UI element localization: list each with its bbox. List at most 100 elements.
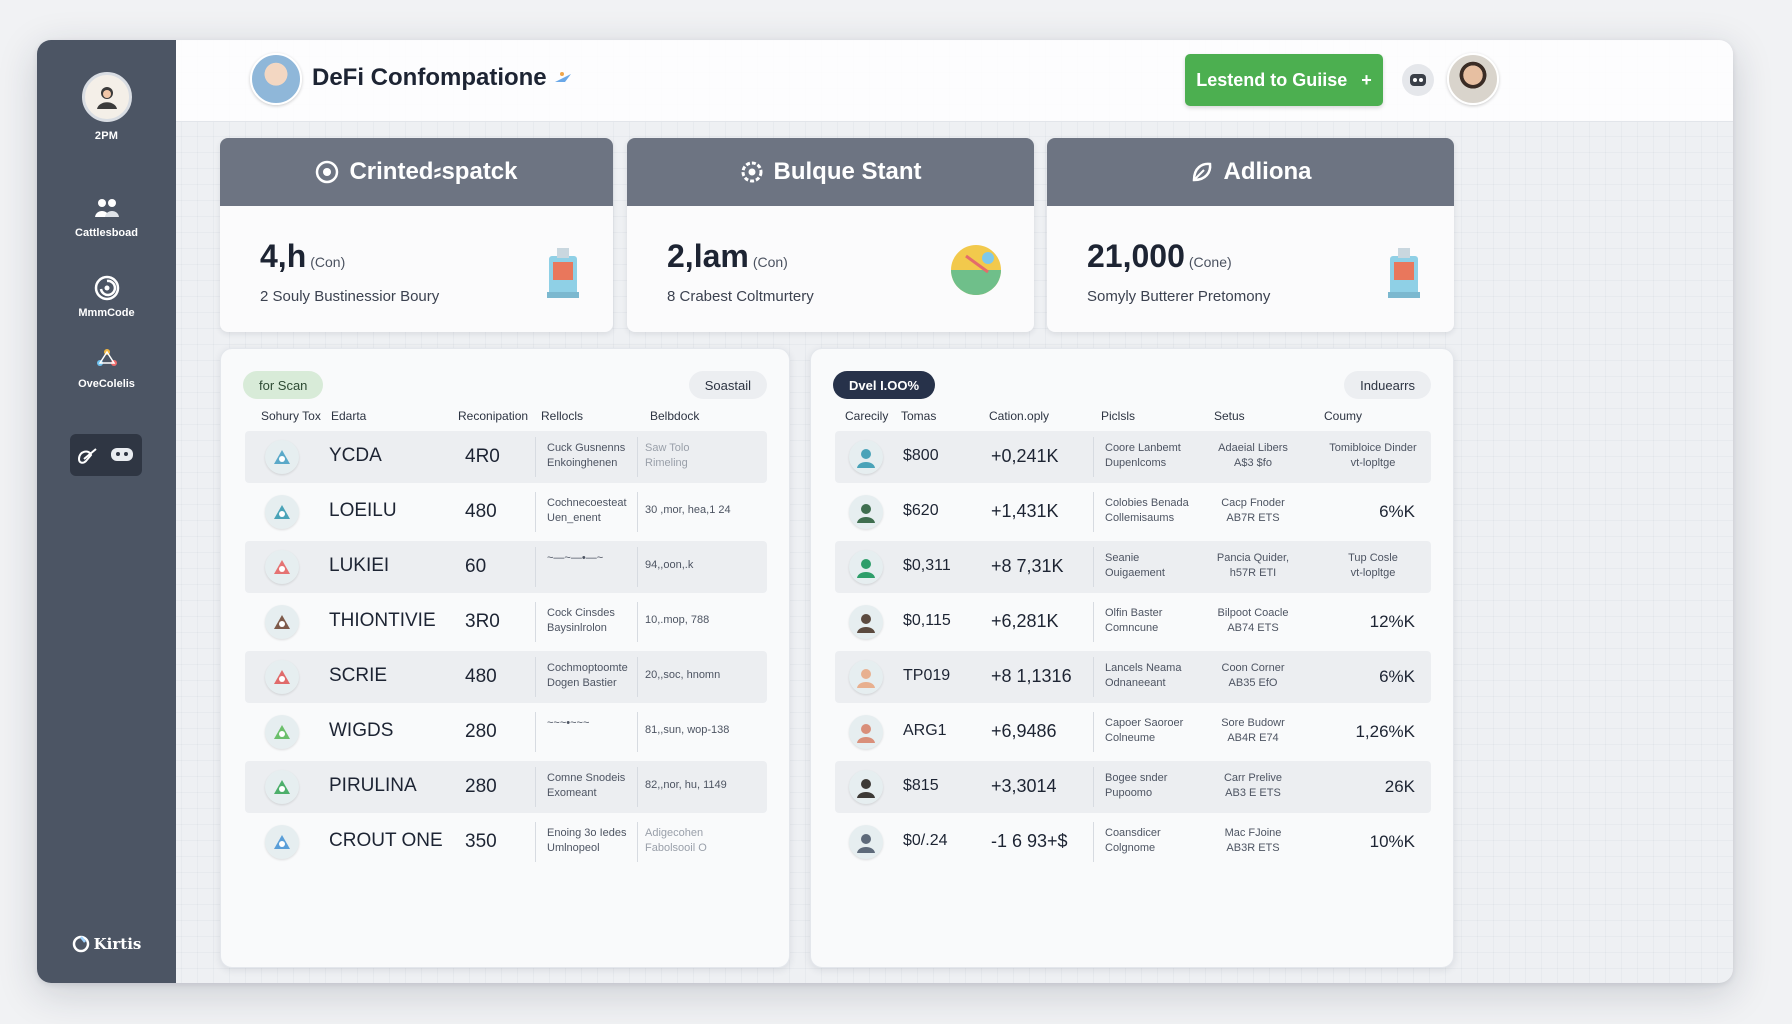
column-header[interactable]: Tomas bbox=[901, 409, 937, 423]
sidebar-item-ovecolelis[interactable]: OveColelis bbox=[37, 344, 176, 390]
status-line: Bilpoot Coacle bbox=[1217, 607, 1289, 619]
chat-icon bbox=[111, 448, 133, 461]
plus-icon: + bbox=[1361, 69, 1372, 90]
guide-button[interactable]: Lestend to Guiise + bbox=[1185, 54, 1383, 106]
token-name[interactable]: LOEILU bbox=[329, 500, 397, 521]
status-line: Pancia Quider, bbox=[1216, 552, 1290, 564]
desc-line: Dupenlcoms bbox=[1105, 457, 1167, 469]
column-divider bbox=[535, 657, 536, 697]
sidebar: 2PM Cattlesboad MmmCode OveColelis bbox=[37, 40, 176, 983]
price-change: +3,3014 bbox=[991, 776, 1057, 796]
token-detail: 94,,oon,.k bbox=[645, 558, 693, 573]
column-divider bbox=[535, 492, 536, 532]
table-row[interactable]: PIRULINA 280 Comne Snodeis Exomeant 82,,n… bbox=[245, 761, 767, 813]
table-row[interactable]: YCDA 4R0 Cuck Gusnenns Enkoinghenen Saw T… bbox=[245, 431, 767, 483]
panel-action-button[interactable]: Induearrs bbox=[1344, 371, 1431, 399]
desc-line: Comncune bbox=[1105, 622, 1159, 634]
column-divider bbox=[535, 822, 536, 862]
status-line: Coon Corner bbox=[1221, 662, 1285, 674]
user-avatar[interactable] bbox=[1447, 53, 1499, 105]
column-header[interactable]: Piclsls bbox=[1101, 409, 1136, 423]
app-window: 2PM Cattlesboad MmmCode OveColelis bbox=[37, 40, 1733, 983]
panel-action-button[interactable]: Soastail bbox=[688, 371, 767, 399]
sidebar-item-cattlesboad[interactable]: Cattlesboad bbox=[37, 193, 176, 239]
note-line: Umlnopeol bbox=[547, 842, 600, 854]
note-line: Baysinlrolon bbox=[547, 622, 607, 634]
table-row[interactable]: THIONTIVIE 3R0 Cock Cinsdes Baysinlrolon … bbox=[245, 596, 767, 648]
column-header[interactable]: Reconipation bbox=[458, 409, 529, 423]
desc-line: Capoer Saoroer bbox=[1105, 717, 1184, 729]
token-icon bbox=[265, 825, 299, 859]
token-name[interactable]: SCRIE bbox=[329, 665, 388, 686]
column-header[interactable]: Cation.oply bbox=[989, 409, 1050, 423]
token-name[interactable]: PIRULINA bbox=[329, 775, 417, 796]
price: ARG1 bbox=[903, 722, 947, 739]
table-row[interactable]: $0/.24 -1 6 93+$ Coansdicer Colgnome Mac … bbox=[835, 816, 1431, 868]
token-name[interactable]: WIGDS bbox=[329, 720, 394, 741]
metric-line: 6%K bbox=[1379, 502, 1415, 521]
stat-subtitle: 2 Souly Bustinessior Boury bbox=[260, 288, 440, 305]
column-header[interactable]: Coumy bbox=[1324, 409, 1363, 423]
filter-chip-active[interactable]: Dvel I.OO% bbox=[833, 371, 936, 399]
note-line: Enkoinghenen bbox=[547, 457, 618, 469]
desc-line: Collemisaums bbox=[1105, 512, 1175, 524]
table-row[interactable]: LOEILU 480 Cochnecoesteat Uen_enent 30 ,m… bbox=[245, 486, 767, 538]
table-row[interactable]: ARG1 +6,9486 Capoer Saoroer Colneume Sore… bbox=[835, 706, 1431, 758]
row-status: Carr Prelive AB3 E ETS bbox=[1193, 771, 1313, 801]
table-row[interactable]: $800 +0,241K Coore Lanbemt Dupenlcoms Ada… bbox=[835, 431, 1431, 483]
user-avatar-icon bbox=[849, 825, 883, 859]
sidebar-brand[interactable]: Kirtis bbox=[37, 935, 176, 953]
token-name[interactable]: THIONTIVIE bbox=[329, 610, 436, 631]
column-header[interactable]: Rellocls bbox=[541, 409, 584, 423]
table-row[interactable]: $0,311 +8 7,31K Seanie Ouigaement Pancia … bbox=[835, 541, 1431, 593]
network-icon bbox=[92, 344, 122, 374]
token-value: 4R0 bbox=[465, 446, 500, 467]
table-row[interactable]: CROUT ONE 350 Enoing 3o Iedes Umlnopeol A… bbox=[245, 816, 767, 868]
table-row[interactable]: $815 +3,3014 Bogee snder Pupoomo Carr Pre… bbox=[835, 761, 1431, 813]
row-status: Coon Corner AB35 EfO bbox=[1193, 661, 1313, 691]
table-row[interactable]: LUKIEI 60 ~—~—•—~ 94,,oon,.k bbox=[245, 541, 767, 593]
token-notes: Cuck Gusnenns Enkoinghenen bbox=[547, 441, 625, 471]
detail-line: 94,,oon,.k bbox=[645, 559, 694, 571]
bot-icon bbox=[1410, 74, 1426, 86]
column-header[interactable]: Sohury Tox bbox=[261, 409, 321, 423]
column-divider bbox=[637, 492, 638, 532]
profile-avatar[interactable] bbox=[81, 72, 132, 122]
sidebar-item-active[interactable] bbox=[70, 434, 142, 476]
table-row[interactable]: TP019 +8 1,1316 Lancels Neama Odnaneeant … bbox=[835, 651, 1431, 703]
price-change: -1 6 93+$ bbox=[991, 831, 1068, 851]
globe-icon bbox=[951, 245, 1001, 295]
sidebar-profile[interactable]: 2PM bbox=[37, 72, 176, 142]
stat-value-number: 4,h bbox=[260, 238, 307, 274]
price-change: +0,241K bbox=[991, 446, 1059, 466]
table-row[interactable]: SCRIE 480 Cochmoptoomte Dogen Bastier 20,… bbox=[245, 651, 767, 703]
header-logo-avatar[interactable] bbox=[250, 53, 302, 105]
row-metric: 6%K bbox=[1335, 502, 1415, 522]
column-header[interactable]: Setus bbox=[1214, 409, 1245, 423]
token-name[interactable]: LUKIEI bbox=[329, 555, 390, 576]
detail-line: 82,,nor, hu, 1149 bbox=[645, 779, 727, 791]
sidebar-item-mmmcode[interactable]: MmmCode bbox=[37, 273, 176, 319]
sidebar-item-label: OveColelis bbox=[78, 378, 135, 390]
column-header[interactable]: Carecily bbox=[845, 409, 889, 423]
token-name[interactable]: YCDA bbox=[329, 445, 382, 466]
metric-line: vt-lopltge bbox=[1350, 567, 1396, 579]
column-header[interactable]: Edarta bbox=[331, 409, 367, 423]
metric-line: vt-lopltge bbox=[1350, 457, 1396, 469]
token-name[interactable]: CROUT ONE bbox=[329, 830, 443, 851]
table-row[interactable]: WIGDS 280 ~~~•~~~ 81,,sun, wop-138 bbox=[245, 706, 767, 758]
token-value: 280 bbox=[465, 776, 497, 797]
price: $0,115 bbox=[903, 612, 951, 629]
table-row[interactable]: $0,115 +6,281K Olfin Baster Comncune Bilp… bbox=[835, 596, 1431, 648]
status-line: Mac FJoine bbox=[1224, 827, 1282, 839]
token-value: 3R0 bbox=[465, 611, 500, 632]
notifications-avatar[interactable] bbox=[1402, 64, 1434, 96]
filter-chip[interactable]: for Scan bbox=[243, 371, 324, 399]
status-line: AB35 EfO bbox=[1228, 677, 1278, 689]
column-divider bbox=[637, 437, 638, 477]
user-avatar-icon bbox=[849, 440, 883, 474]
row-description: Capoer Saoroer Colneume bbox=[1105, 716, 1183, 746]
table-row[interactable]: $620 +1,431K Colobies Benada Collemisaums… bbox=[835, 486, 1431, 538]
column-header[interactable]: Belbdock bbox=[650, 409, 700, 423]
row-description: Coore Lanbemt Dupenlcoms bbox=[1105, 441, 1181, 471]
